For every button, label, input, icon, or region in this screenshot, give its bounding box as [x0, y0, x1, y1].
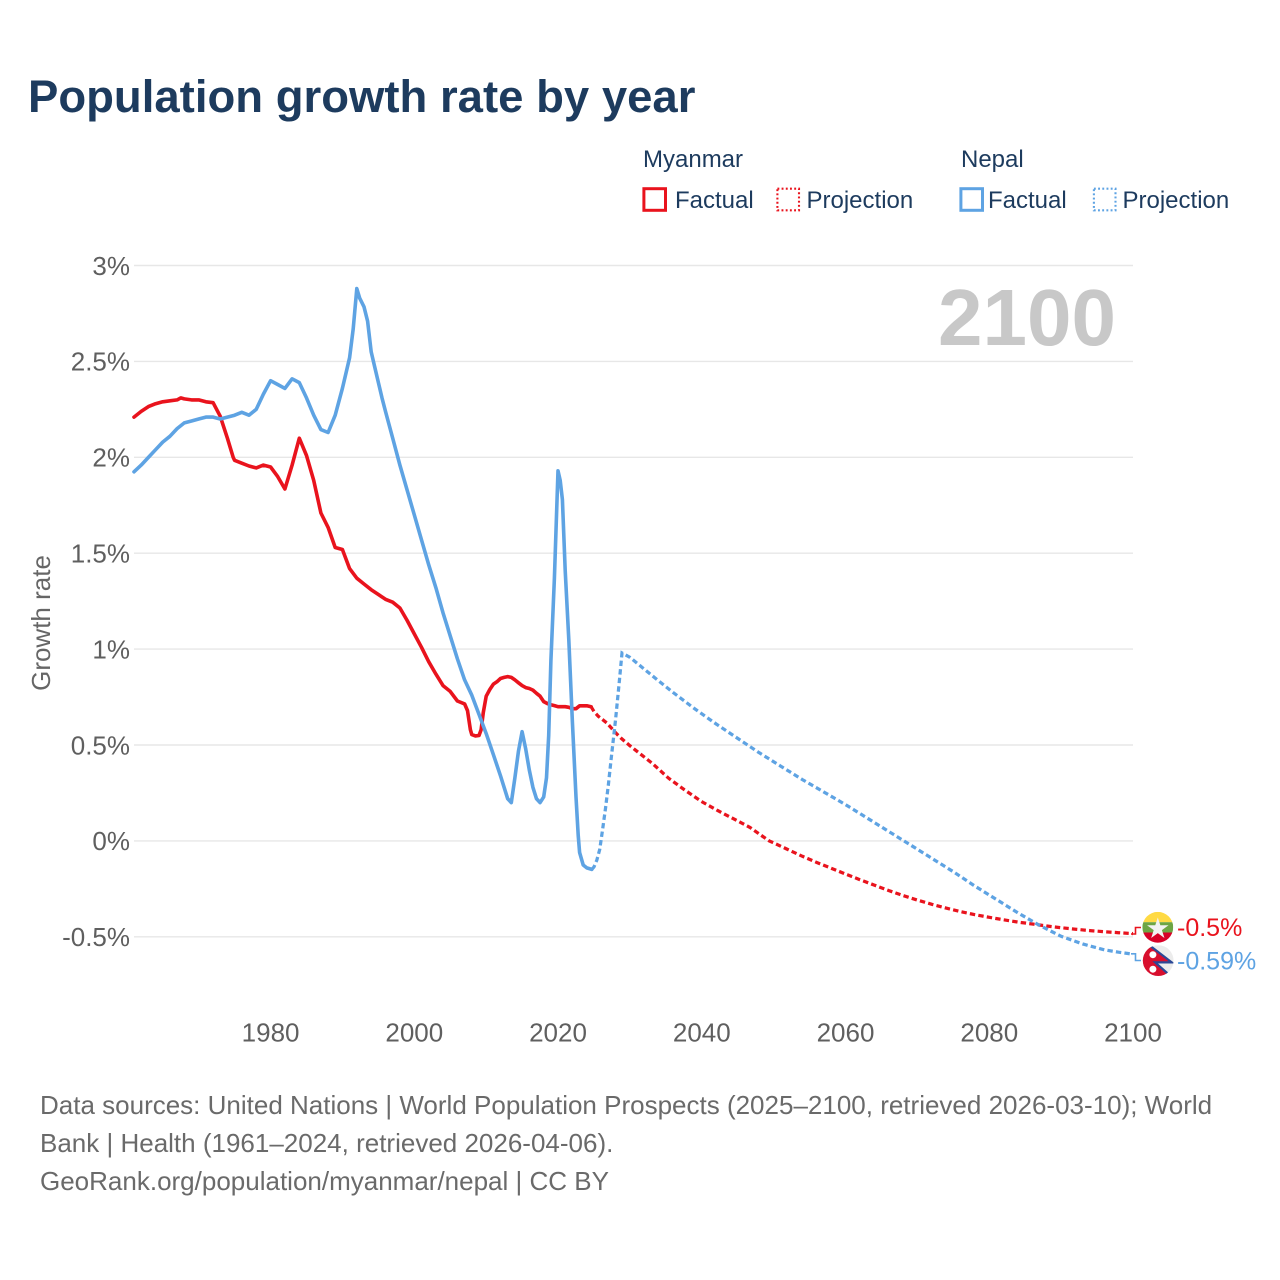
svg-text:2000: 2000 — [385, 1018, 443, 1048]
svg-text:2040: 2040 — [673, 1018, 731, 1048]
svg-text:-0.59%: -0.59% — [1177, 947, 1256, 975]
svg-text:2%: 2% — [92, 443, 130, 473]
svg-text:2080: 2080 — [960, 1018, 1018, 1048]
svg-text:1.5%: 1.5% — [71, 539, 130, 569]
svg-text:Nepal: Nepal — [961, 146, 1024, 173]
svg-text:Factual: Factual — [675, 187, 754, 214]
svg-text:Myanmar: Myanmar — [643, 146, 743, 173]
svg-text:2020: 2020 — [529, 1018, 587, 1048]
svg-text:Growth rate: Growth rate — [26, 555, 56, 691]
svg-text:Factual: Factual — [988, 187, 1067, 214]
svg-text:2060: 2060 — [817, 1018, 875, 1048]
svg-text:2.5%: 2.5% — [71, 347, 130, 377]
svg-text:1980: 1980 — [242, 1018, 300, 1048]
svg-text:Population growth rate by year: Population growth rate by year — [28, 71, 696, 122]
svg-text:GeoRank.org/population/myanmar: GeoRank.org/population/myanmar/nepal | C… — [40, 1166, 609, 1196]
svg-text:Bank | Health (1961–2024, retr: Bank | Health (1961–2024, retrieved 2026… — [40, 1128, 613, 1158]
svg-text:Data sources: United Nations |: Data sources: United Nations | World Pop… — [40, 1090, 1212, 1120]
svg-text:2100: 2100 — [938, 273, 1116, 362]
svg-text:2100: 2100 — [1104, 1018, 1162, 1048]
svg-text:-0.5%: -0.5% — [1177, 914, 1242, 942]
svg-text:1%: 1% — [92, 634, 130, 664]
svg-text:0.5%: 0.5% — [71, 730, 130, 760]
svg-text:Projection: Projection — [1123, 187, 1230, 214]
svg-text:0%: 0% — [92, 826, 130, 856]
svg-text:-0.5%: -0.5% — [62, 922, 130, 952]
svg-text:Projection: Projection — [807, 187, 914, 214]
svg-text:3%: 3% — [92, 251, 130, 281]
